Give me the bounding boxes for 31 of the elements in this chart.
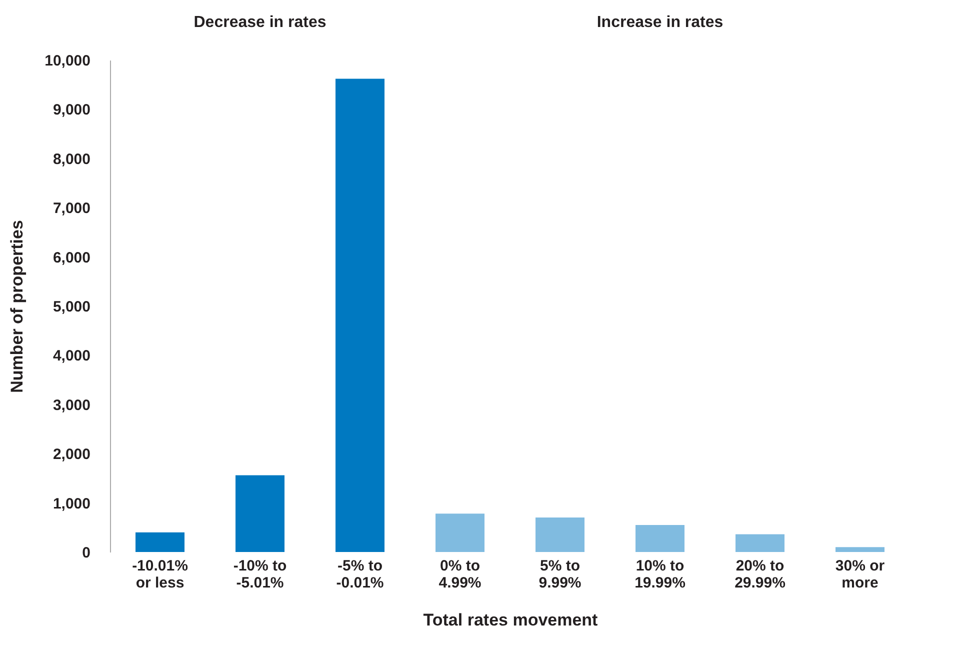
- y-tick-label: 0: [82, 544, 90, 562]
- x-tick-label: 20% to 29.99%: [734, 558, 786, 592]
- y-tick-label: 3,000: [52, 396, 90, 414]
- x-tick-label: 10% to 19.99%: [634, 558, 686, 592]
- bar: [736, 534, 784, 552]
- bar: [336, 78, 384, 552]
- x-tick-label: 0% to 4.99%: [438, 558, 482, 592]
- bar: [236, 475, 284, 552]
- x-tick-label: 5% to 9.99%: [538, 558, 582, 592]
- x-tick-label: -10% to -5.01%: [233, 558, 287, 592]
- text: Increase in rates: [596, 14, 724, 31]
- y-tick-label: 7,000: [52, 200, 90, 218]
- y-tick-label: 9,000: [52, 102, 90, 119]
- y-tick-label: 2,000: [52, 446, 90, 464]
- y-tick-label: 10,000: [44, 52, 90, 70]
- y-axis-title: Number of properties: [8, 220, 27, 393]
- y-tick-label: 4,000: [52, 348, 90, 365]
- bar: [436, 514, 484, 552]
- x-tick-label: -10.01% or less: [132, 558, 188, 592]
- x-tick-label: 30% or more: [835, 558, 885, 592]
- y-tick-label: 5,000: [52, 298, 90, 316]
- bar: [836, 547, 884, 552]
- y-tick-label: 6,000: [52, 249, 90, 266]
- bar: [136, 532, 184, 552]
- x-tick-label: -5% to -0.01%: [336, 558, 384, 592]
- y-tick-label: 8,000: [52, 150, 90, 168]
- text: Decrease in rates: [194, 14, 326, 31]
- y-tick-label: 1,000: [52, 495, 90, 512]
- bar: [636, 524, 684, 552]
- bar: [536, 518, 584, 552]
- x-axis-title: Total rates movement: [423, 610, 598, 630]
